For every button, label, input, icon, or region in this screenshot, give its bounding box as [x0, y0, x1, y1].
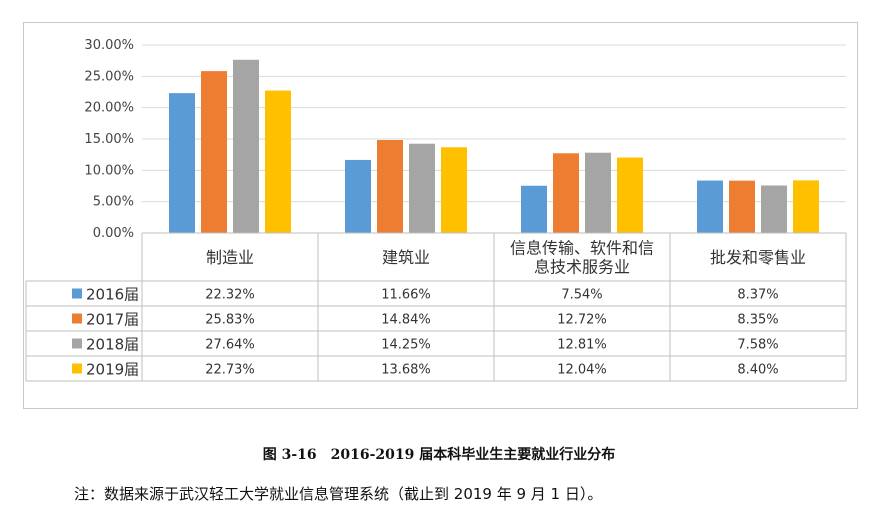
legend-swatch — [72, 288, 82, 299]
bar — [585, 152, 611, 233]
y-tick-label: 30.00% — [84, 38, 134, 53]
data-label: 12.04% — [557, 363, 607, 378]
y-tick-label: 10.00% — [84, 163, 134, 178]
bar — [553, 153, 579, 233]
bar — [377, 140, 403, 233]
bar — [409, 143, 435, 233]
bar — [697, 180, 723, 233]
y-tick-label: 15.00% — [84, 132, 134, 147]
bar-chart: 0.00% 5.00% 10.00% 15.00% 20.00% 25.00% 30.00%… — [25, 38, 847, 382]
chart-frame: 0.00% 5.00% 10.00% 15.00% 20.00% 25.00% 30.00%… — [23, 22, 858, 409]
data-label: 13.68% — [381, 363, 431, 378]
source-note: 注：数据来源于武汉轻工大学就业信息管理系统（截止到 2019 年 9 月 1 日… — [74, 485, 603, 503]
y-tick-label: 5.00% — [93, 195, 134, 210]
y-tick-label: 25.00% — [84, 69, 134, 84]
bar — [729, 180, 755, 233]
data-label: 12.81% — [557, 338, 607, 353]
data-label: 14.25% — [381, 338, 431, 353]
legend-swatch — [72, 338, 82, 349]
data-label: 7.54% — [561, 288, 602, 303]
legend-label: 2018届 — [86, 336, 139, 354]
bar — [617, 157, 643, 233]
bar — [345, 159, 371, 233]
data-label: 22.73% — [205, 363, 255, 378]
legend-label: 2016届 — [86, 286, 139, 304]
category-label: 建筑业 — [382, 248, 430, 267]
data-label: 25.83% — [205, 313, 255, 328]
data-label: 14.84% — [381, 313, 431, 328]
data-label: 7.58% — [737, 338, 778, 353]
legend-swatch — [72, 313, 82, 324]
data-label: 27.64% — [205, 338, 255, 353]
legend-swatch — [72, 363, 82, 374]
bar — [233, 59, 259, 233]
bar — [201, 71, 227, 233]
bar — [761, 185, 787, 233]
bar — [441, 147, 467, 233]
category-label: 批发和零售业 — [710, 248, 806, 267]
category-label: 信息传输、软件和信 — [510, 239, 654, 258]
figure-caption: 图 3-16 2016-2019 届本科毕业生主要就业行业分布 — [262, 447, 616, 463]
bar — [265, 90, 291, 233]
legend-label: 2019届 — [86, 361, 139, 379]
bar — [793, 180, 819, 233]
y-tick-label: 0.00% — [93, 226, 134, 241]
bar — [521, 185, 547, 233]
data-label: 11.66% — [381, 288, 431, 303]
data-label: 22.32% — [205, 288, 255, 303]
data-label: 8.35% — [737, 313, 778, 328]
data-label: 12.72% — [557, 313, 607, 328]
category-label: 制造业 — [206, 248, 254, 267]
data-label: 8.40% — [737, 363, 778, 378]
bar — [169, 93, 195, 234]
y-tick-label: 20.00% — [84, 101, 134, 116]
data-label: 8.37% — [737, 288, 778, 303]
legend-label: 2017届 — [86, 311, 139, 329]
category-label: 息技术服务业 — [534, 258, 630, 277]
